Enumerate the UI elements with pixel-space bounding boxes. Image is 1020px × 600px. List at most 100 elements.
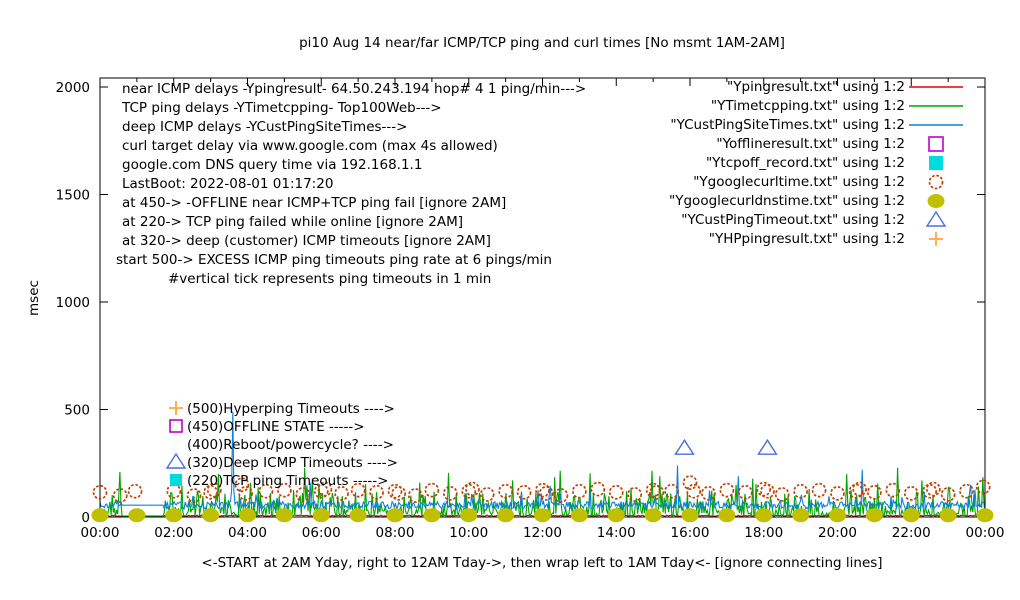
- legend-label: "Ygooglecurltime.txt" using 1:2: [693, 174, 905, 190]
- circle-open-icon: [479, 487, 495, 502]
- legend-label: "YTimetcpping.txt" using 1:2: [711, 98, 905, 114]
- circle-open-icon: [975, 479, 991, 495]
- x-tick-label: 00:00: [81, 525, 120, 541]
- circle-open-icon: [238, 486, 254, 501]
- circle-open-icon: [719, 482, 735, 498]
- circle-open-icon: [127, 483, 143, 499]
- circle-filled-icon: [718, 508, 736, 523]
- circle-filled-icon: [534, 508, 551, 523]
- series-points-Ygooglecurldnstime: [91, 508, 994, 523]
- circle-open-icon: [424, 482, 440, 498]
- legend-triangle-open-icon: [925, 210, 947, 227]
- circle-filled-icon: [386, 508, 404, 523]
- circle-open-icon: [701, 486, 716, 501]
- legend-label: "Ytcpoff_record.txt" using 1:2: [706, 155, 905, 171]
- info-line: deep ICMP delays -YCustPingSiteTimes--->: [122, 119, 407, 135]
- circle-filled-icon: [239, 508, 256, 523]
- circle-open-icon: [317, 481, 333, 497]
- circle-filled-icon: [460, 508, 478, 523]
- chart-title: pi10 Aug 14 near/far ICMP/TCP ping and c…: [299, 35, 785, 51]
- circle-filled-icon: [202, 508, 220, 523]
- y-tick-label: 1500: [56, 188, 90, 204]
- circle-open-icon: [334, 486, 349, 501]
- circle-open-icon: [590, 481, 606, 497]
- x-tick-label: 04:00: [228, 525, 267, 541]
- info-line: near ICMP delays -Ypingresult- 64.50.243…: [122, 81, 586, 97]
- circle-open-icon: [258, 483, 274, 499]
- x-axis-label: <-START at 2AM Yday, right to 12AM Tday-…: [201, 555, 882, 571]
- legend-label: "YCustPingTimeout.txt" using 1:2: [681, 212, 905, 228]
- x-tick-label: 10:00: [449, 525, 488, 541]
- y-tick-label: 2000: [56, 80, 90, 96]
- circle-filled-icon: [349, 508, 367, 523]
- circle-open-icon: [277, 482, 292, 498]
- circle-filled-icon: [644, 508, 662, 523]
- circle-open-icon: [407, 488, 423, 503]
- legend-square-open-icon: [928, 136, 944, 152]
- circle-open-icon: [465, 481, 480, 497]
- circle-filled-icon: [792, 508, 810, 523]
- triangle-open-icon: [757, 438, 778, 455]
- plot-area: 00:00 02:00 04:00 06:00 08:00 10:00 12:00 14:00…: [56, 78, 1004, 541]
- circle-filled-icon: [755, 508, 773, 523]
- circle-filled-icon: [976, 508, 994, 523]
- circle-open-icon: [516, 484, 532, 500]
- circle-open-icon: [350, 482, 366, 498]
- x-tick-label: 18:00: [744, 525, 783, 541]
- circle-filled-icon: [91, 508, 109, 523]
- plot-overlays: near ICMP delays -Ypingresult- 64.50.243…: [91, 79, 994, 523]
- circle-open-icon: [867, 484, 882, 500]
- legend-square-filled-icon: [929, 156, 943, 170]
- x-tick-label: 12:00: [523, 525, 562, 541]
- series-points-Ygooglecurltime: [92, 475, 991, 503]
- circle-open-icon: [234, 477, 250, 493]
- circle-filled-icon: [423, 508, 441, 523]
- circle-open-icon: [760, 483, 775, 499]
- circle-open-icon: [553, 488, 569, 503]
- annotation-label: (320)Deep ICMP Timeouts ---->: [187, 455, 398, 471]
- circle-open-icon: [166, 483, 182, 499]
- circle-open-icon: [959, 483, 974, 499]
- circle-filled-icon: [275, 508, 293, 523]
- circle-open-icon: [848, 483, 864, 499]
- circle-open-icon: [774, 487, 790, 502]
- y-axis-label: msec: [26, 280, 42, 316]
- circle-open-icon: [793, 483, 808, 499]
- circle-open-icon: [608, 484, 624, 500]
- x-tick-label: 16:00: [671, 525, 710, 541]
- circle-filled-icon: [829, 508, 846, 523]
- square-open-icon: [169, 419, 183, 433]
- legend-label: "YCustPingSiteTimes.txt" using 1:2: [670, 117, 905, 133]
- circle-open-icon: [186, 488, 202, 503]
- legend-label: "Ypingresult.txt" using 1:2: [727, 79, 905, 95]
- x-tick-label: 20:00: [818, 525, 857, 541]
- circle-open-icon: [369, 484, 384, 500]
- circle-open-icon: [538, 486, 554, 501]
- circle-open-icon: [442, 486, 458, 501]
- info-line: at 320-> deep (customer) ICMP timeouts […: [122, 233, 491, 249]
- x-tick-label: 22:00: [892, 525, 931, 541]
- x-tick-label: 14:00: [597, 525, 636, 541]
- info-line: at 220-> TCP ping failed while online [i…: [122, 214, 463, 230]
- annotation-label: (450)OFFLINE STATE ----->: [187, 419, 365, 435]
- info-line: #vertical tick represents ping timeouts …: [168, 271, 491, 287]
- circle-filled-icon: [165, 508, 183, 523]
- series-points-YCustPingTimeout: [674, 438, 778, 455]
- annotation-label: (400)Reboot/powercycle? ---->: [187, 437, 394, 453]
- circle-filled-icon: [902, 508, 920, 523]
- circle-open-icon: [206, 482, 222, 498]
- circle-open-icon: [649, 484, 665, 500]
- x-tick-label: 02:00: [154, 525, 193, 541]
- circle-open-icon: [682, 475, 698, 490]
- circle-open-icon: [535, 482, 550, 498]
- circle-open-icon: [811, 482, 827, 498]
- info-line: start 500-> EXCESS ICMP ping timeouts pi…: [116, 252, 552, 268]
- circle-open-icon: [112, 488, 128, 503]
- info-line: google.com DNS query time via 192.168.1.…: [122, 157, 422, 173]
- circle-filled-icon: [128, 508, 146, 523]
- circle-open-icon: [830, 486, 845, 501]
- triangle-open-icon: [165, 452, 187, 469]
- circle-open-icon: [903, 486, 919, 501]
